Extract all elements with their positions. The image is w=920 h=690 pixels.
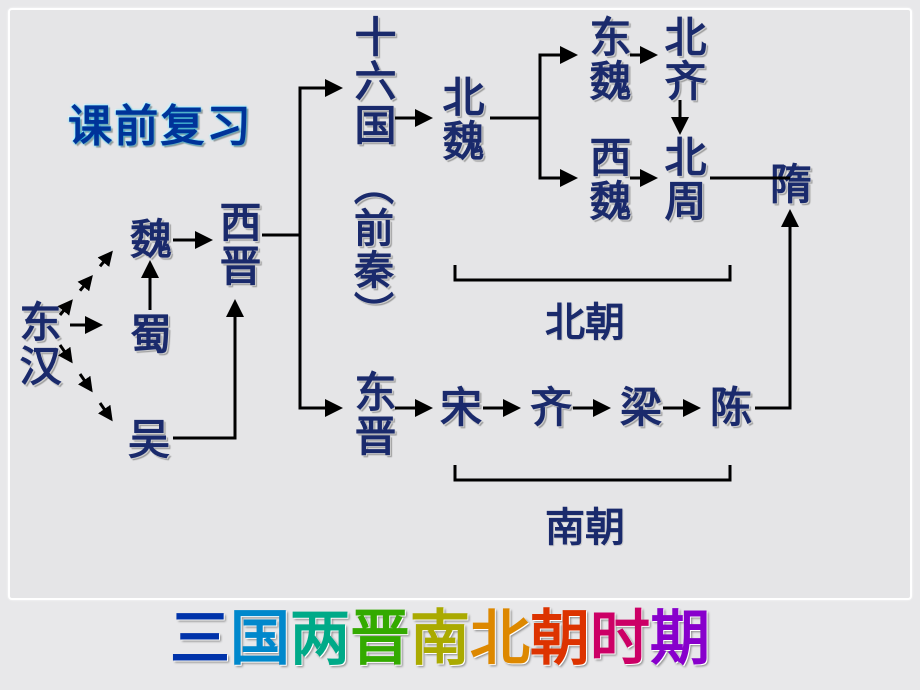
node-beizhou: 北周 <box>660 135 702 223</box>
node-liang: 梁 <box>620 388 662 430</box>
node-xijin: 西晋 <box>215 200 257 288</box>
arrow-beiwei-xiwei <box>490 118 575 178</box>
node-sui: 隋 <box>770 165 812 207</box>
bracket-nanchao <box>455 465 730 480</box>
node-dongjin: 东晋 <box>350 370 392 458</box>
dash-donghan-wu-1 <box>80 374 91 390</box>
arrow-xijin-dongjin <box>262 235 340 408</box>
arrow-xijin-shiliuguo <box>262 88 340 235</box>
node-beiqi: 北齐 <box>660 15 702 103</box>
bracket-beichao <box>455 265 730 280</box>
node-shiliuguo: 十六国 <box>350 15 392 147</box>
arrow-beiwei-dongwei <box>490 55 575 118</box>
dash-donghan-wu-0 <box>60 345 71 361</box>
node-shu: 蜀 <box>130 315 172 357</box>
node-qi: 齐 <box>530 388 572 430</box>
label-beichao: 北朝 <box>545 290 625 348</box>
node-xiwei: 西魏 <box>585 135 627 223</box>
arrow-chen-sui <box>755 212 790 408</box>
node-wei: 魏 <box>130 220 172 262</box>
node-beiwei: 北魏 <box>438 75 480 163</box>
arrow-wu-xijin <box>173 302 235 438</box>
node-chen: 陈 <box>710 388 752 430</box>
node-wu: 吴 <box>128 420 170 462</box>
node-donghan: 东汉 <box>15 300 57 388</box>
dash-donghan-wu-2 <box>100 403 111 419</box>
label-nanchao: 南朝 <box>545 495 625 553</box>
title-review: 课前复习 <box>68 90 253 154</box>
dash-donghan-wei-1 <box>80 277 91 290</box>
dash-donghan-wei-2 <box>100 253 111 266</box>
node-qianqin: （前秦） <box>350 165 390 333</box>
node-song: 宋 <box>440 388 482 430</box>
bottom-title: 三国两晋南北朝时期 <box>170 590 710 677</box>
dash-donghan-wei-0 <box>60 302 71 315</box>
node-dongwei: 东魏 <box>585 15 627 103</box>
